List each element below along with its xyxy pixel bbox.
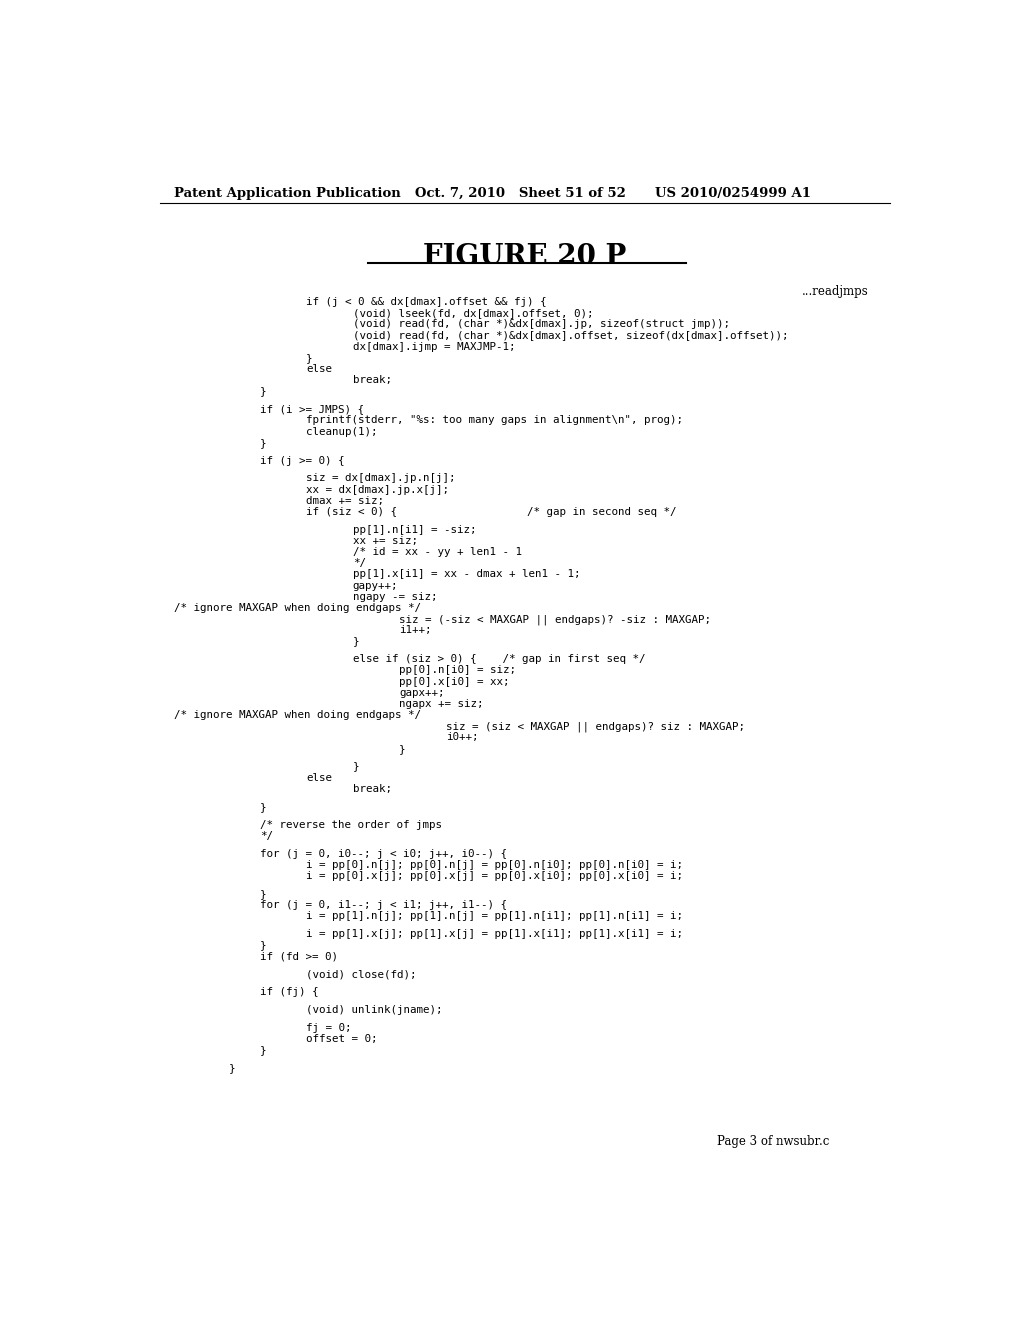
Text: i = pp[1].x[j]; pp[1].x[j] = pp[1].x[i1]; pp[1].x[i1] = i;: i = pp[1].x[j]; pp[1].x[j] = pp[1].x[i1]… <box>306 929 683 939</box>
Text: else: else <box>306 772 332 783</box>
Text: */: */ <box>352 558 366 569</box>
Text: US 2010/0254999 A1: US 2010/0254999 A1 <box>655 187 811 199</box>
Text: pp[0].x[i0] = xx;: pp[0].x[i0] = xx; <box>399 677 510 686</box>
Text: for (j = 0, i0--; j < i0; j++, i0--) {: for (j = 0, i0--; j < i0; j++, i0--) { <box>260 849 507 858</box>
Text: }: } <box>260 801 266 812</box>
Text: dmax += siz;: dmax += siz; <box>306 496 384 506</box>
Text: offset = 0;: offset = 0; <box>306 1034 378 1044</box>
Text: (void) lseek(fd, dx[dmax].offset, 0);: (void) lseek(fd, dx[dmax].offset, 0); <box>352 308 593 318</box>
Text: pp[0].n[i0] = siz;: pp[0].n[i0] = siz; <box>399 665 516 676</box>
Text: Patent Application Publication: Patent Application Publication <box>174 187 401 199</box>
Text: }: } <box>260 438 266 447</box>
Text: /* ignore MAXGAP when doing endgaps */: /* ignore MAXGAP when doing endgaps */ <box>174 603 422 612</box>
Text: Oct. 7, 2010   Sheet 51 of 52: Oct. 7, 2010 Sheet 51 of 52 <box>415 187 626 199</box>
Text: (void) unlink(jname);: (void) unlink(jname); <box>306 1005 442 1015</box>
Text: ngapx += siz;: ngapx += siz; <box>399 700 483 709</box>
Text: fj = 0;: fj = 0; <box>306 1023 352 1032</box>
Text: }: } <box>260 1045 266 1055</box>
Text: i = pp[1].n[j]; pp[1].n[j] = pp[1].n[i1]; pp[1].n[i1] = i;: i = pp[1].n[j]; pp[1].n[j] = pp[1].n[i1]… <box>306 911 683 921</box>
Text: ngapy -= siz;: ngapy -= siz; <box>352 591 437 602</box>
Text: FIGURE 20 P: FIGURE 20 P <box>423 243 627 271</box>
Text: for (j = 0, i1--; j < i1; j++, i1--) {: for (j = 0, i1--; j < i1; j++, i1--) { <box>260 900 507 909</box>
Text: if (fd >= 0): if (fd >= 0) <box>260 952 338 961</box>
Text: */: */ <box>260 830 272 841</box>
Text: i0++;: i0++; <box>445 733 478 742</box>
Text: fprintf(stderr, "%s: too many gaps in alignment\n", prog);: fprintf(stderr, "%s: too many gaps in al… <box>306 416 683 425</box>
Text: xx = dx[dmax].jp.x[j];: xx = dx[dmax].jp.x[j]; <box>306 484 450 495</box>
Text: }: } <box>260 888 266 899</box>
Text: (void) read(fd, (char *)&dx[dmax].jp, sizeof(struct jmp));: (void) read(fd, (char *)&dx[dmax].jp, si… <box>352 319 730 329</box>
Text: i = pp[0].x[j]; pp[0].x[j] = pp[0].x[i0]; pp[0].x[i0] = i;: i = pp[0].x[j]; pp[0].x[j] = pp[0].x[i0]… <box>306 871 683 880</box>
Text: }: } <box>260 387 266 396</box>
Text: (void) read(fd, (char *)&dx[dmax].offset, sizeof(dx[dmax].offset));: (void) read(fd, (char *)&dx[dmax].offset… <box>352 330 788 341</box>
Text: }: } <box>260 940 266 950</box>
Text: siz = (-siz < MAXGAP || endgaps)? -siz : MAXGAP;: siz = (-siz < MAXGAP || endgaps)? -siz :… <box>399 614 712 624</box>
Text: gapx++;: gapx++; <box>399 688 444 698</box>
Text: i = pp[0].n[j]; pp[0].n[j] = pp[0].n[i0]; pp[0].n[i0] = i;: i = pp[0].n[j]; pp[0].n[j] = pp[0].n[i0]… <box>306 859 683 870</box>
Text: else if (siz > 0) {    /* gap in first seq */: else if (siz > 0) { /* gap in first seq … <box>352 655 645 664</box>
Text: cleanup(1);: cleanup(1); <box>306 426 378 437</box>
Text: else: else <box>306 364 332 374</box>
Text: (void) close(fd);: (void) close(fd); <box>306 969 417 979</box>
Text: }: } <box>228 1063 236 1073</box>
Text: /* id = xx - yy + len1 - 1: /* id = xx - yy + len1 - 1 <box>352 546 522 557</box>
Text: /* ignore MAXGAP when doing endgaps */: /* ignore MAXGAP when doing endgaps */ <box>174 710 422 721</box>
Text: /* reverse the order of jmps: /* reverse the order of jmps <box>260 820 441 829</box>
Text: }: } <box>352 762 359 771</box>
Text: if (siz < 0) {                    /* gap in second seq */: if (siz < 0) { /* gap in second seq */ <box>306 507 677 517</box>
Text: siz = (siz < MAXGAP || endgaps)? siz : MAXGAP;: siz = (siz < MAXGAP || endgaps)? siz : M… <box>445 721 744 731</box>
Text: pp[1].x[i1] = xx - dmax + len1 - 1;: pp[1].x[i1] = xx - dmax + len1 - 1; <box>352 569 581 579</box>
Text: gapy++;: gapy++; <box>352 581 398 590</box>
Text: if (j >= 0) {: if (j >= 0) { <box>260 455 344 466</box>
Text: }: } <box>352 636 359 647</box>
Text: siz = dx[dmax].jp.n[j];: siz = dx[dmax].jp.n[j]; <box>306 474 456 483</box>
Text: dx[dmax].ijmp = MAXJMP-1;: dx[dmax].ijmp = MAXJMP-1; <box>352 342 515 351</box>
Text: if (fj) {: if (fj) { <box>260 987 318 997</box>
Text: pp[1].n[i1] = -siz;: pp[1].n[i1] = -siz; <box>352 525 476 535</box>
Text: }: } <box>399 743 406 754</box>
Text: if (j < 0 && dx[dmax].offset && fj) {: if (j < 0 && dx[dmax].offset && fj) { <box>306 297 547 308</box>
Text: break;: break; <box>352 784 392 793</box>
Text: }: } <box>306 352 312 363</box>
Text: if (i >= JMPS) {: if (i >= JMPS) { <box>260 404 364 414</box>
Text: ...readjmps: ...readjmps <box>802 285 869 298</box>
Text: xx += siz;: xx += siz; <box>352 536 418 546</box>
Text: break;: break; <box>352 375 392 385</box>
Text: i1++;: i1++; <box>399 626 432 635</box>
Text: Page 3 of nwsubr.c: Page 3 of nwsubr.c <box>717 1135 829 1148</box>
